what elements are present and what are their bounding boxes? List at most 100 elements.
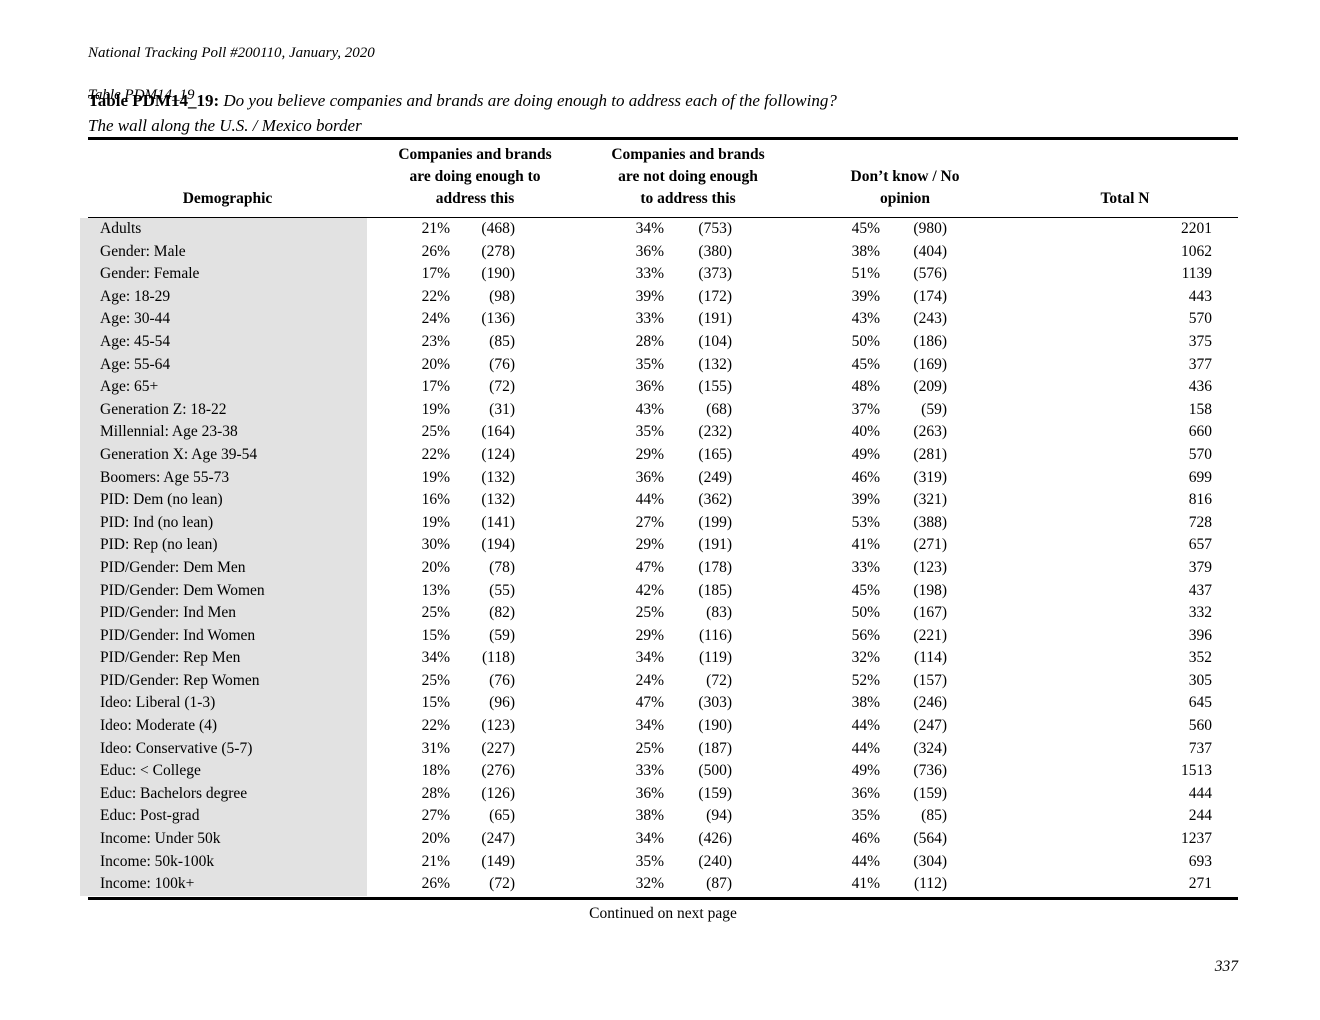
cell-doing-enough-n: (136) (481, 310, 515, 328)
cell-not-doing-enough-pct: 36% (635, 784, 664, 802)
cell-not-doing-enough-n: (753) (698, 220, 732, 237)
cell-dont-know-n: (85) (921, 807, 947, 825)
cell-not-doing-enough-pct: 24% (635, 671, 664, 689)
cell-dont-know-pct: 44% (851, 852, 880, 870)
cell-not-doing-enough-n: (159) (698, 784, 732, 802)
cell-total-n: 379 (1188, 558, 1212, 576)
cell-dont-know-pct: 48% (851, 378, 880, 396)
cell-doing-enough-n: (194) (481, 536, 515, 554)
cell-dont-know-n: (246) (913, 694, 947, 712)
cell-doing-enough-pct: 21% (421, 220, 450, 237)
cell-doing-enough-pct: 27% (421, 807, 450, 825)
cell-doing-enough-pct: 22% (421, 287, 450, 305)
cell-dont-know-n: (159) (913, 784, 947, 802)
cell-dont-know-pct: 32% (851, 649, 880, 667)
cell-doing-enough-n: (96) (489, 694, 515, 712)
table-row: PID: Ind (no lean) 19% (141) 27% (199) 5… (88, 511, 1238, 535)
cell-doing-enough-pct: 19% (421, 400, 450, 418)
cell-not-doing-enough-pct: 33% (635, 310, 664, 328)
cell-doing-enough-pct: 26% (421, 875, 450, 893)
cell-not-doing-enough-n: (240) (698, 852, 732, 870)
cell-doing-enough-pct: 24% (421, 310, 450, 328)
column-header-dont-know: Don’t know / No opinion (850, 168, 960, 207)
row-demographic-label: PID/Gender: Ind Women (88, 624, 367, 648)
cell-total-n: 570 (1188, 445, 1212, 463)
row-demographic-label: Ideo: Liberal (1-3) (88, 692, 367, 716)
cell-total-n: 1062 (1181, 242, 1212, 260)
cell-not-doing-enough-pct: 27% (635, 513, 664, 531)
cell-dont-know-n: (114) (914, 649, 947, 667)
cell-total-n: 728 (1188, 513, 1212, 531)
cell-doing-enough-n: (59) (489, 626, 515, 644)
table-row: Age: 65+ 17% (72) 36% (155) 48% (209) 43… (88, 376, 1238, 399)
table-row: Adults 21% (468) 34% (753) 45% (980) 220… (88, 218, 1238, 241)
cell-not-doing-enough-pct: 39% (635, 287, 664, 305)
row-demographic-label: Age: 30-44 (88, 308, 367, 331)
cell-not-doing-enough-n: (68) (706, 400, 732, 418)
cell-doing-enough-pct: 17% (421, 378, 450, 396)
cell-dont-know-n: (169) (913, 355, 947, 373)
cell-doing-enough-n: (65) (489, 807, 515, 825)
cell-dont-know-pct: 43% (851, 310, 880, 328)
cell-not-doing-enough-pct: 34% (635, 220, 664, 237)
cell-doing-enough-n: (132) (481, 468, 515, 486)
document-header-line2: Table PDM14_19 (88, 87, 195, 103)
cell-total-n: 645 (1188, 694, 1212, 712)
cell-doing-enough-pct: 34% (421, 649, 450, 667)
cell-dont-know-pct: 56% (851, 626, 880, 644)
cell-dont-know-pct: 44% (851, 717, 880, 735)
cell-dont-know-pct: 52% (851, 671, 880, 689)
cell-dont-know-n: (247) (913, 717, 947, 735)
cell-not-doing-enough-pct: 33% (635, 265, 664, 283)
cell-dont-know-n: (59) (921, 400, 947, 418)
cell-doing-enough-pct: 19% (421, 468, 450, 486)
cell-not-doing-enough-n: (191) (698, 536, 732, 554)
row-demographic-label: Gender: Female (88, 263, 367, 286)
cell-doing-enough-n: (118) (482, 649, 515, 667)
cell-not-doing-enough-n: (373) (698, 265, 732, 283)
cell-not-doing-enough-pct: 47% (635, 558, 664, 576)
row-demographic-label: PID/Gender: Rep Men (88, 647, 367, 670)
cell-total-n: 352 (1188, 649, 1212, 667)
cell-dont-know-n: (576) (913, 265, 947, 283)
table-row: Income: Under 50k 20% (247) 34% (426) 46… (88, 828, 1238, 851)
cell-doing-enough-n: (278) (481, 242, 515, 260)
table-title-subtitle: The wall along the U.S. / Mexico border (88, 116, 362, 135)
table-row: Generation Z: 18-22 19% (31) 43% (68) 37… (88, 398, 1238, 422)
cell-doing-enough-pct: 23% (421, 332, 450, 350)
cell-doing-enough-pct: 25% (421, 604, 450, 622)
cell-dont-know-n: (243) (913, 310, 947, 328)
table-row: Millennial: Age 23-38 25% (164) 35% (232… (88, 421, 1238, 444)
table-row: Age: 30-44 24% (136) 33% (191) 43% (243)… (88, 308, 1238, 331)
table-row: Educ: < College 18% (276) 33% (500) 49% … (88, 760, 1238, 783)
column-header-total-n: Total N (1100, 190, 1150, 207)
cell-total-n: 1139 (1181, 265, 1212, 283)
cell-not-doing-enough-pct: 36% (635, 378, 664, 396)
cell-dont-know-n: (564) (913, 830, 947, 848)
cell-dont-know-n: (281) (913, 445, 947, 463)
cell-dont-know-n: (324) (913, 739, 947, 757)
table-row: Ideo: Liberal (1-3) 15% (96) 47% (303) 3… (88, 692, 1238, 716)
cell-dont-know-n: (321) (913, 491, 947, 509)
cell-total-n: 693 (1188, 852, 1212, 870)
cell-total-n: 737 (1188, 739, 1212, 757)
row-demographic-label: Educ: < College (88, 760, 367, 783)
cell-dont-know-pct: 53% (851, 513, 880, 531)
cell-doing-enough-pct: 22% (421, 445, 450, 463)
cell-dont-know-pct: 41% (851, 536, 880, 554)
table-title-question: Do you believe companies and brands are … (223, 91, 837, 110)
table-row: Age: 18-29 22% (98) 39% (172) 39% (174) … (88, 285, 1238, 309)
row-demographic-label: PID: Ind (no lean) (88, 511, 367, 535)
cell-dont-know-n: (198) (913, 581, 947, 599)
cell-dont-know-n: (123) (913, 558, 947, 576)
cell-doing-enough-n: (164) (481, 423, 515, 441)
cell-doing-enough-n: (276) (481, 762, 515, 780)
cell-doing-enough-pct: 25% (421, 423, 450, 441)
cell-not-doing-enough-pct: 44% (635, 491, 664, 509)
cell-doing-enough-n: (123) (481, 717, 515, 735)
table-row: Gender: Female 17% (190) 33% (373) 51% (… (88, 263, 1238, 286)
cell-dont-know-n: (221) (913, 626, 947, 644)
cell-doing-enough-n: (149) (481, 852, 515, 870)
row-demographic-label: Income: 50k-100k (88, 850, 367, 874)
cell-doing-enough-pct: 20% (421, 830, 450, 848)
